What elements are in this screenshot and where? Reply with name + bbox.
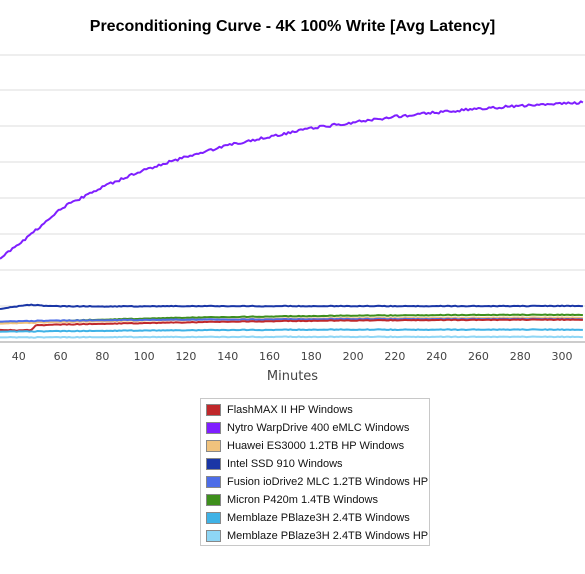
legend-swatch	[206, 476, 221, 488]
legend-item[interactable]: Intel SSD 910 Windows	[201, 455, 429, 473]
x-tick-label: 260	[468, 350, 489, 363]
legend-label: FlashMAX II HP Windows	[227, 404, 353, 416]
series-line-1	[0, 100, 584, 260]
legend-swatch	[206, 494, 221, 506]
legend-swatch	[206, 458, 221, 470]
legend-item[interactable]: Fusion ioDrive2 MLC 1.2TB Windows HP	[201, 473, 429, 491]
gridlines	[0, 54, 585, 343]
legend-label: Intel SSD 910 Windows	[227, 458, 343, 470]
legend-label: Memblaze PBlaze3H 2.4TB Windows HP	[227, 530, 429, 542]
series-line-0	[0, 318, 583, 332]
x-tick-label: 160	[259, 350, 280, 363]
chart-title: Preconditioning Curve - 4K 100% Write [A…	[89, 18, 496, 35]
legend-swatch	[206, 512, 221, 524]
legend-item[interactable]: Nytro WarpDrive 400 eMLC Windows	[201, 419, 429, 437]
x-axis-label: Minutes	[266, 369, 319, 384]
x-tick-label: 40	[12, 350, 26, 363]
legend-swatch	[206, 530, 221, 542]
legend-swatch	[206, 422, 221, 434]
x-tick-label: 60	[54, 350, 68, 363]
legend-label: Huawei ES3000 1.2TB HP Windows	[227, 440, 405, 452]
legend-swatch	[206, 404, 221, 416]
legend-item[interactable]: Memblaze PBlaze3H 2.4TB Windows	[201, 509, 429, 527]
series-line-3	[0, 303, 583, 310]
x-tick-label: 180	[301, 350, 322, 363]
series-lines	[0, 100, 584, 339]
x-tick-label: 240	[426, 350, 447, 363]
legend-item[interactable]: Memblaze PBlaze3H 2.4TB Windows HP	[201, 527, 429, 545]
x-tick-label: 140	[217, 350, 238, 363]
series-line-7	[0, 335, 583, 339]
legend-label: Memblaze PBlaze3H 2.4TB Windows	[227, 512, 410, 524]
legend-item[interactable]: FlashMAX II HP Windows	[201, 401, 429, 419]
legend-item[interactable]: Huawei ES3000 1.2TB HP Windows	[201, 437, 429, 455]
x-tick-label: 300	[552, 350, 573, 363]
x-tick-label: 200	[343, 350, 364, 363]
x-tick-label: 280	[510, 350, 531, 363]
legend: FlashMAX II HP Windows Nytro WarpDrive 40…	[200, 398, 430, 546]
legend-label: Fusion ioDrive2 MLC 1.2TB Windows HP	[227, 476, 429, 488]
legend-label: Micron P420m 1.4TB Windows	[227, 494, 378, 506]
legend-label: Nytro WarpDrive 400 eMLC Windows	[227, 422, 410, 434]
series-line-6	[0, 328, 583, 333]
legend-item[interactable]: Micron P420m 1.4TB Windows	[201, 491, 429, 509]
legend-swatch	[206, 440, 221, 452]
x-tick-label: 120	[175, 350, 196, 363]
x-tick-label: 220	[384, 350, 405, 363]
x-tick-labels: 40 60 80 100 120 140 160 180 200 220 240 260 280 300	[12, 350, 573, 363]
x-tick-label: 80	[95, 350, 109, 363]
x-tick-label: 100	[134, 350, 155, 363]
